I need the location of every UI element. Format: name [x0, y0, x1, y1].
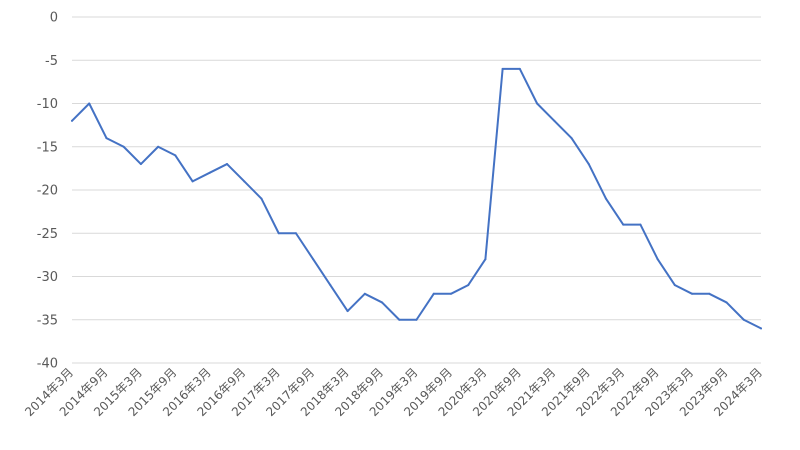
data-point [208, 171, 211, 174]
data-point [139, 163, 142, 166]
data-point [673, 284, 676, 287]
data-point [415, 318, 418, 321]
data-point [467, 284, 470, 287]
series-layer [71, 67, 762, 330]
data-point [449, 292, 452, 295]
data-point [691, 292, 694, 295]
y-tick-label: -5 [45, 54, 58, 69]
data-point [639, 223, 642, 226]
data-point [174, 154, 177, 157]
data-point [157, 145, 160, 148]
data-point [518, 67, 521, 70]
data-point [742, 318, 745, 321]
data-point [71, 119, 73, 122]
x-axis-ticks: 2014年3月2014年9月2015年3月2015年9月2016年3月2016年… [22, 365, 765, 419]
data-point [570, 137, 573, 140]
y-tick-label: -35 [37, 313, 58, 328]
y-tick-label: -15 [37, 140, 58, 155]
y-tick-label: -25 [37, 227, 58, 242]
data-point [501, 67, 504, 70]
data-point [587, 163, 590, 166]
data-point [122, 145, 125, 148]
y-tick-label: -40 [37, 357, 58, 372]
data-point [363, 292, 366, 295]
data-point [398, 318, 401, 321]
data-point [432, 292, 435, 295]
y-tick-label: -30 [37, 270, 58, 285]
data-point [243, 180, 246, 183]
data-point [536, 102, 539, 105]
data-point [191, 180, 194, 183]
data-point [277, 232, 280, 235]
y-tick-label: -20 [37, 184, 58, 199]
y-axis-ticks: 0 -5 -10 -15 -20 -25 -30 -35 -40 [37, 11, 58, 372]
data-point [260, 197, 263, 200]
series-line [71, 67, 762, 330]
y-tick-label: 0 [50, 11, 58, 26]
data-point [294, 232, 297, 235]
data-point [312, 258, 315, 261]
data-point [484, 258, 487, 261]
y-tick-label: -10 [37, 97, 58, 112]
data-point [725, 301, 728, 304]
data-point [604, 197, 607, 200]
data-point [553, 119, 556, 122]
data-point [708, 292, 711, 295]
data-point [329, 284, 332, 287]
data-point [622, 223, 625, 226]
data-point [88, 102, 91, 105]
gridlines [72, 16, 761, 364]
data-point [346, 310, 349, 313]
data-point [381, 301, 384, 304]
data-point [105, 137, 108, 140]
data-point [226, 163, 229, 166]
data-point [656, 258, 659, 261]
data-point [760, 327, 762, 330]
